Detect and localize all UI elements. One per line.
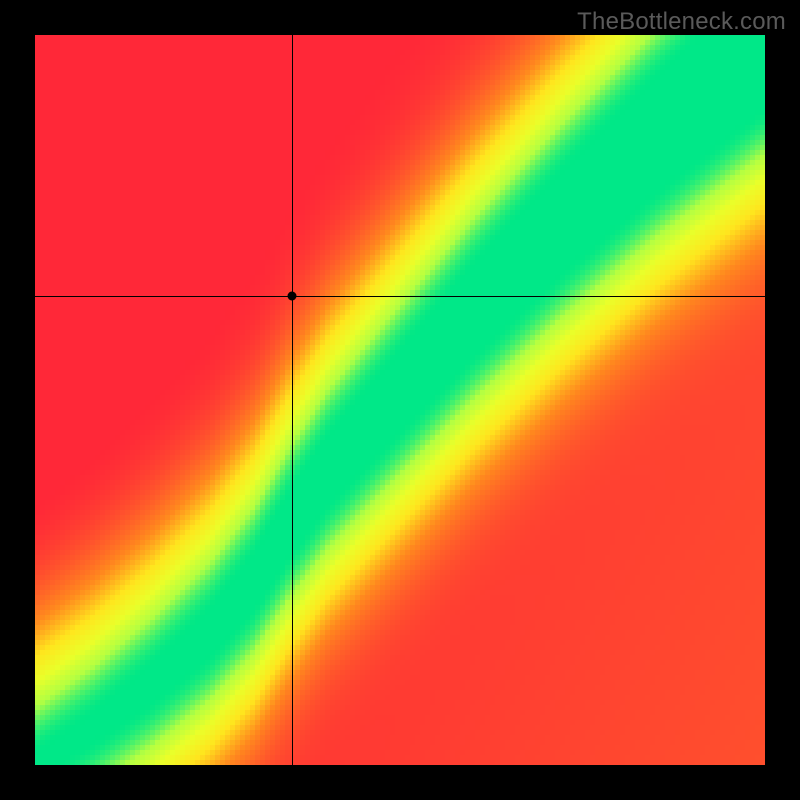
watermark-text: TheBottleneck.com xyxy=(577,8,786,36)
plot-area xyxy=(35,35,765,765)
crosshair-vertical xyxy=(292,35,293,765)
heatmap-canvas xyxy=(35,35,765,765)
crosshair-horizontal xyxy=(35,296,765,297)
crosshair-marker xyxy=(287,291,296,300)
chart-container: TheBottleneck.com xyxy=(0,0,800,800)
